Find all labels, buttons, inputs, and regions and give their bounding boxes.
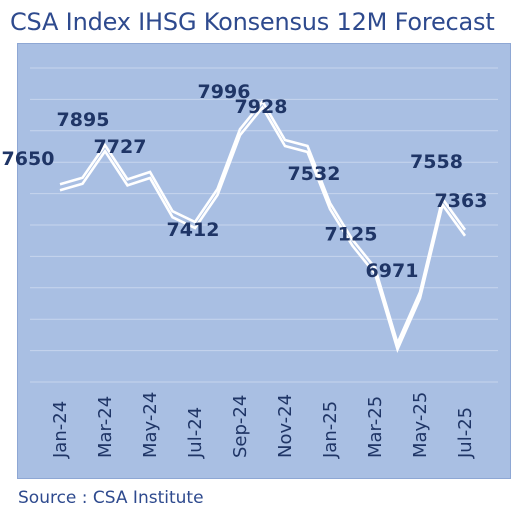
data-label: 7363 <box>435 190 488 212</box>
data-label: 7895 <box>57 109 110 131</box>
data-label: 7996 <box>198 81 251 103</box>
series-line-upper <box>59 99 467 347</box>
x-tick-label: Jan-25 <box>320 401 341 459</box>
chart-title: CSA Index IHSG Konsensus 12M Forecast <box>10 8 495 36</box>
data-label: 7928 <box>235 96 288 118</box>
data-label: 7412 <box>167 219 220 241</box>
x-tick-label: Jul-25 <box>455 407 476 459</box>
x-tick-label: May-24 <box>140 392 161 458</box>
data-label: 6971 <box>366 260 419 282</box>
data-label: 7727 <box>94 136 147 158</box>
x-tick-label: Nov-24 <box>275 394 296 458</box>
data-label: 7558 <box>410 151 463 173</box>
x-tick-label: Jan-24 <box>50 401 71 459</box>
x-tick-label: Mar-24 <box>95 396 116 458</box>
x-tick-label: Sep-24 <box>230 395 251 458</box>
series-line-lower <box>59 105 467 353</box>
x-tick-label: May-25 <box>410 392 431 458</box>
data-label: 7650 <box>2 148 55 170</box>
x-tick-label: Jul-24 <box>185 407 206 459</box>
data-label: 7125 <box>325 224 378 246</box>
source-note: Source : CSA Institute <box>18 488 204 508</box>
data-label: 7532 <box>288 163 341 185</box>
x-tick-label: Mar-25 <box>365 396 386 458</box>
